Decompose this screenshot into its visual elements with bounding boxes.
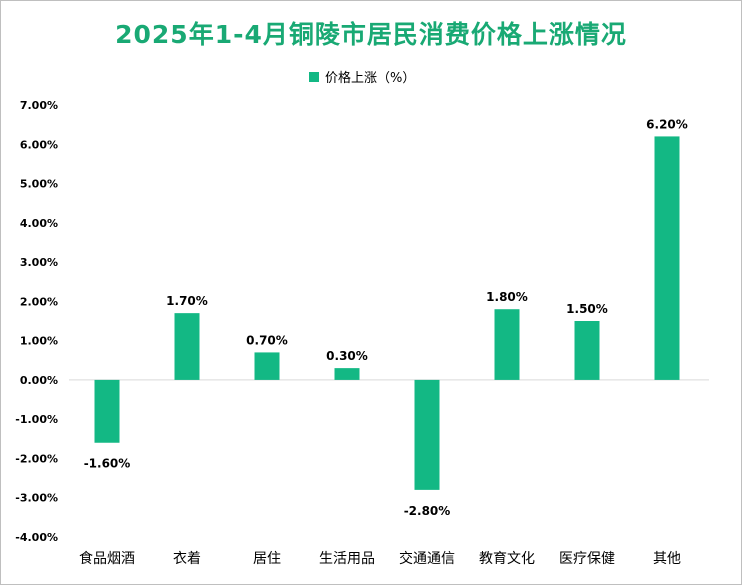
bar [174,313,200,380]
y-tick-label: 5.00% [20,178,58,191]
y-tick-label: 6.00% [20,138,58,151]
bar [574,321,600,380]
legend-label: 价格上涨（%） [325,70,415,86]
bar [254,352,280,380]
data-label: 1.80% [486,290,528,304]
y-tick-label: -1.00% [15,413,58,426]
category-label: 居住 [253,551,281,567]
data-label: 1.50% [566,302,608,316]
category-label: 交通通信 [399,550,455,567]
legend-swatch [309,72,319,82]
bar [94,379,120,443]
y-tick-label: -2.00% [15,452,58,465]
category-label: 食品烟酒 [79,550,135,567]
y-tick-label: 7.00% [20,99,58,112]
bar [654,136,680,380]
y-tick-label: -4.00% [15,531,58,544]
y-tick-label: 0.00% [20,374,58,387]
data-label: 0.30% [326,349,368,363]
y-tick-label: -3.00% [15,492,58,505]
data-label: -1.60% [84,457,131,471]
category-label: 医疗保健 [559,551,615,567]
bar [334,368,360,380]
bar [414,379,440,490]
data-label: 1.70% [166,294,208,308]
category-label: 其他 [653,551,681,567]
data-label: 6.20% [646,117,688,131]
data-label: -2.80% [404,504,451,518]
category-label: 衣着 [173,551,201,567]
category-label: 教育文化 [479,551,535,567]
chart-title: 2025年1-4月铜陵市居民消费价格上涨情况 [115,20,627,49]
y-tick-label: 2.00% [20,295,58,308]
y-tick-label: 1.00% [20,335,58,348]
y-tick-label: 4.00% [20,217,58,230]
data-label: 0.70% [246,333,288,347]
category-label: 生活用品 [319,551,375,567]
y-tick-label: 3.00% [20,256,58,269]
bar [494,309,520,380]
